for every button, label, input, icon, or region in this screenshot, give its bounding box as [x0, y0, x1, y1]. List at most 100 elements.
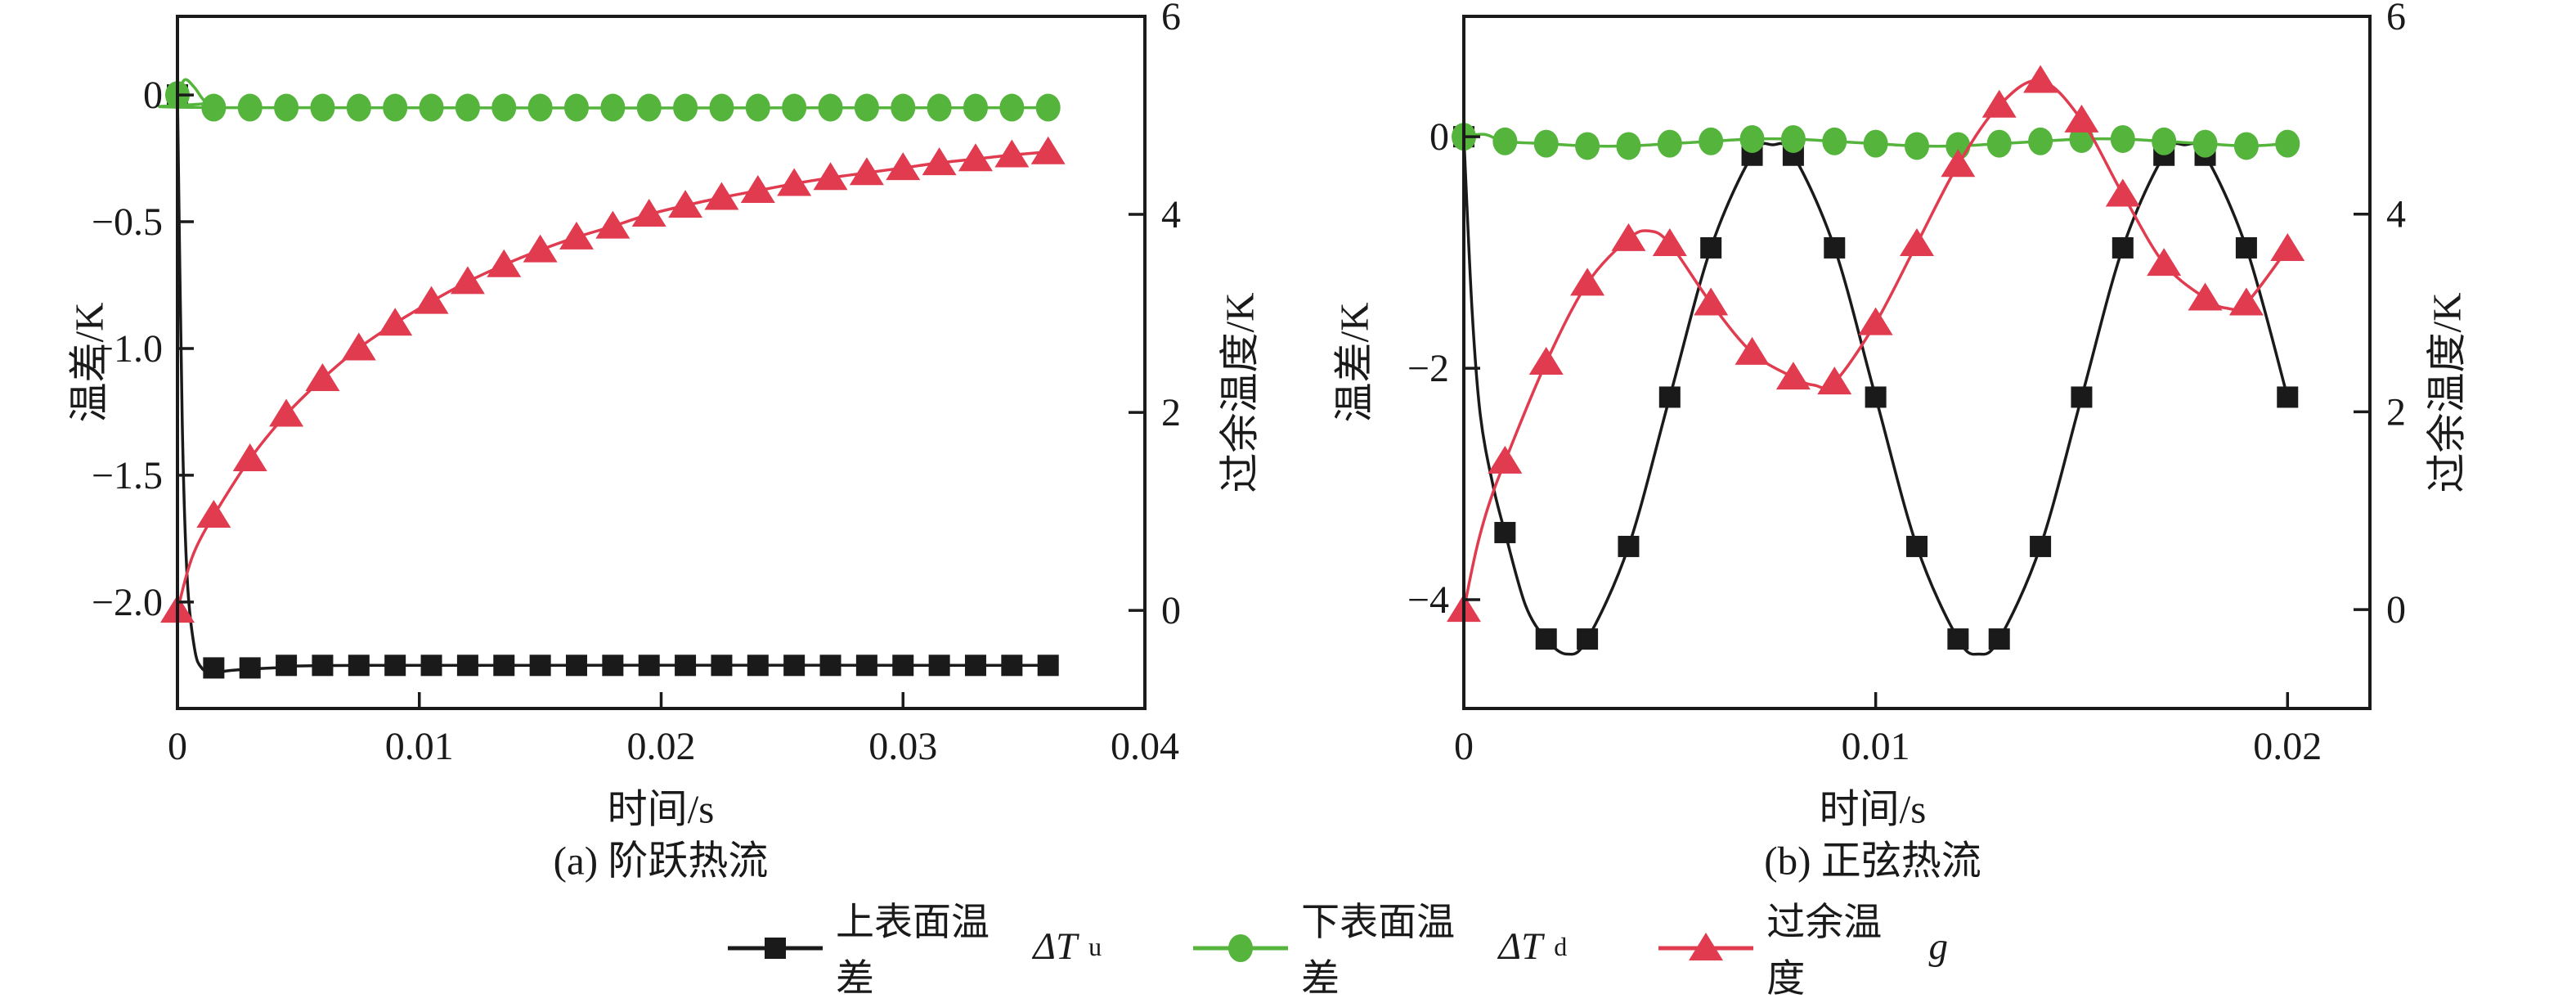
chart-a-series-1-marker	[274, 93, 299, 122]
chart-a-y-right-tick-label: 0	[1161, 589, 1181, 632]
chart-a-series-1-marker	[346, 93, 371, 122]
chart-a-series-0-marker	[312, 654, 334, 677]
chart-a-series-0-marker	[711, 654, 733, 677]
chart-a-series-1-marker	[891, 93, 916, 122]
chart-b-yaxis-right-title: 过余温度/K	[2424, 292, 2470, 493]
chart-a-series-1-marker	[927, 93, 952, 122]
legend-marker-circle	[1228, 934, 1254, 962]
chart-b-y-left-tick-label: −4	[1407, 578, 1449, 622]
chart-a-series-0-marker	[565, 654, 587, 677]
chart-b-series-0-marker	[1700, 236, 1722, 259]
chart-b-xaxis-title: 时间/s	[1819, 786, 1927, 832]
chart-b-series-1-marker	[1863, 129, 1888, 158]
chart-a-series-1-marker	[383, 93, 408, 122]
chart-b-series-2-marker	[2105, 178, 2140, 207]
chart-b-x-tick-label: 0	[1454, 725, 1474, 768]
chart-a-series-1-marker	[563, 93, 589, 122]
chart-b-series-2-marker	[1858, 307, 1893, 335]
chart-b-series-1-marker	[1657, 129, 1682, 158]
chart-b-series-2-marker	[1528, 347, 1564, 375]
chart-b-series-1-marker	[1492, 127, 1518, 155]
chart-b-series-2-marker	[1981, 89, 2017, 118]
chart-a-series-0-marker	[239, 657, 261, 679]
chart-a-series-0-marker	[456, 654, 478, 677]
chart-b-series-2-marker	[1817, 367, 1852, 395]
chart-b-series-0-marker	[1494, 521, 1516, 543]
chart-a-y-left-tick-label: −0.5	[92, 200, 163, 244]
chart-b-y-left-tick-label: 0	[1429, 115, 1449, 159]
chart-b-series-1	[1452, 123, 2300, 160]
chart-b-series-0-marker	[1906, 535, 1928, 557]
chart-a-series-1-marker	[818, 93, 843, 122]
legend-swatch-canvas	[728, 938, 823, 959]
chart-b-series-2-marker	[1900, 227, 1934, 256]
chart-a-series-1-marker	[310, 93, 335, 122]
chart-b-series-2-marker	[1488, 445, 1523, 474]
chart-b-yaxis-left-title: 温差/K	[1331, 302, 1377, 423]
chart-a-series-2-marker	[595, 210, 631, 239]
chart-a-series-0-marker	[203, 657, 225, 679]
chart-a-y-right-tick-label: 4	[1161, 193, 1181, 236]
chart-a-series-2-marker	[523, 234, 558, 263]
chart-b-x-tick-label: 0.01	[1842, 725, 1910, 768]
chart-a-y-left-tick-label: −1.5	[92, 454, 163, 497]
chart-a-series-0-marker	[493, 654, 515, 677]
chart-b-series-2-marker	[1735, 336, 1770, 365]
chart-a-yaxis-right-title: 过余温度/K	[1217, 292, 1263, 493]
legend-swatch-canvas	[1658, 933, 1754, 960]
chart-a-series-0-marker	[529, 654, 551, 677]
chart-b-series-2-marker	[1694, 287, 1729, 316]
chart-b-series-0-marker	[1577, 628, 1599, 650]
chart-a-series-2-marker	[958, 143, 993, 172]
legend-label: 下表面温差	[1301, 902, 1456, 1001]
chart-a-series-0-marker	[276, 654, 298, 677]
chart-b-series-1-line	[1463, 133, 2288, 148]
chart-a-x-tick-label: 0.01	[385, 725, 454, 768]
legend: 上表面温差 ΔT u 下表面温差 ΔT d 过余温度 g	[726, 890, 1959, 1003]
chart-b-series-0	[1453, 126, 2299, 656]
chart-a-series-2-marker	[450, 266, 485, 295]
chart-a-series-1-marker	[782, 93, 807, 122]
chart-a-series-0-marker	[638, 654, 660, 677]
chart-b-series-1-marker	[2275, 129, 2300, 158]
chart-b-series-1-marker	[1533, 129, 1559, 158]
chart-a-series-0-marker	[420, 654, 442, 677]
chart-a-series-1-marker	[673, 93, 698, 122]
chart-a-series-0-marker	[819, 654, 841, 677]
chart-a-series-0-marker	[675, 654, 697, 677]
chart-a-series-0-marker	[892, 654, 914, 677]
chart-b-caption: (b) 正弦热流	[1764, 838, 1981, 884]
chart-a-series-2-marker	[849, 157, 884, 186]
chart-b-series-0-marker	[2071, 386, 2093, 408]
chart-a-series-1-marker	[709, 93, 734, 122]
chart-b-series-2	[1447, 65, 2305, 623]
chart-b-series-1-marker	[1616, 132, 1641, 160]
chart-b-y-right-tick-label: 4	[2386, 193, 2406, 236]
chart-a-series-2-marker	[777, 168, 812, 196]
black-square-marker-icon	[726, 928, 824, 965]
chart-b-series-1-marker	[2152, 127, 2177, 155]
chart-b-y-left-tick-label: −2	[1407, 347, 1449, 390]
chart-a-series-2-marker	[196, 499, 231, 528]
chart-a-series-1-marker	[600, 93, 626, 122]
chart-b-series-0-marker	[1618, 535, 1640, 557]
chart-a: 0 0.01 0.02 0.03 0.04 0 −0.5 −1.0 −1.5 −2.0 6 4 2 0	[92, 0, 1181, 768]
chart-b-series-2-marker	[2064, 104, 2099, 133]
chart-a-x-tick-label: 0	[168, 725, 187, 768]
chart-a-series-1-marker	[455, 93, 480, 122]
chart-b-series-0-marker	[1824, 236, 1846, 259]
chart-b-series-0-marker	[1865, 386, 1887, 408]
chart-b-series-2-marker	[2147, 248, 2182, 277]
legend-symbol: g	[1928, 925, 1949, 968]
chart-a-series-1-marker	[963, 93, 988, 122]
chart-b-series-1-marker	[1739, 124, 1765, 153]
chart-b-y-right-tick-label: 6	[2386, 0, 2406, 38]
chart-b-series-2-marker	[1570, 268, 1605, 296]
chart-b-frame	[1462, 15, 2372, 710]
chart-a-y-right-tick-label: 2	[1161, 391, 1181, 434]
chart-b-y-right-tick-label: 2	[2386, 390, 2406, 434]
chart-b-series-2-marker	[2023, 65, 2058, 93]
chart-a-series-2-marker	[668, 190, 703, 218]
chart-a-series-0-marker	[602, 654, 624, 677]
chart-a-series-0-marker	[1001, 654, 1023, 677]
